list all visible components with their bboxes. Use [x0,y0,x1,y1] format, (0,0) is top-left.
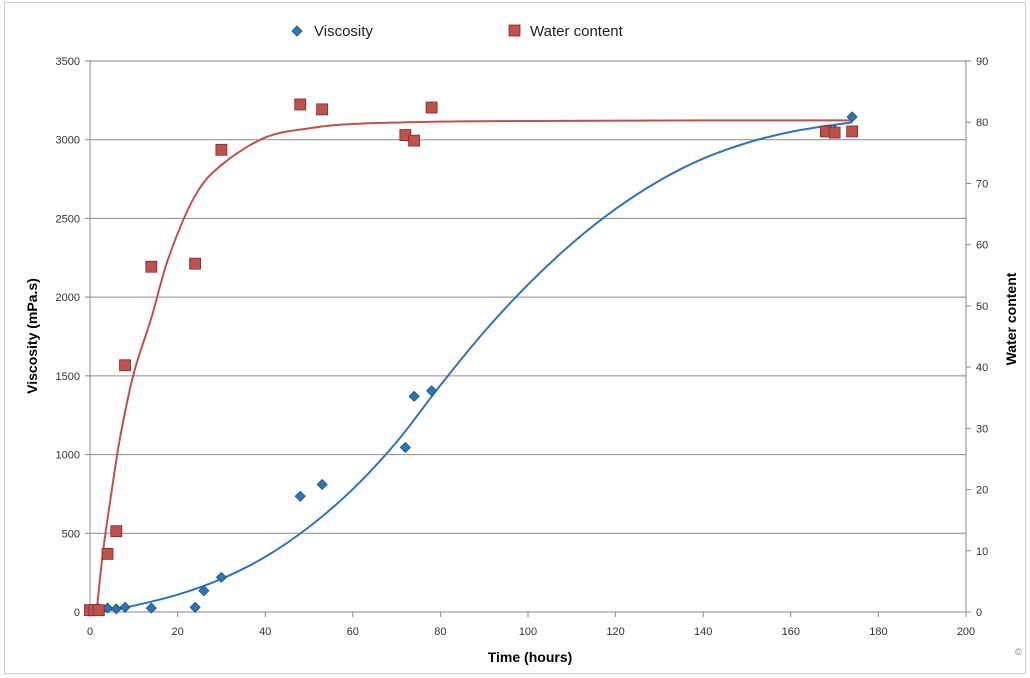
gridlines [85,60,971,617]
chart-frame [4,2,1026,674]
x-tick-label: 20 [171,626,183,638]
x-tick-label: 0 [87,626,93,638]
legend-water-marker [508,24,521,37]
y2-tick-label: 90 [976,56,988,68]
water-content-point [101,547,114,560]
y2-tick-label: 10 [976,546,988,558]
y2-tick-label: 0 [976,607,982,619]
viscosity-point [189,601,201,613]
viscosity-point [119,601,131,613]
water-content-point [828,126,841,139]
water-content-point [425,101,438,114]
data-points [84,98,859,617]
viscosity-point [426,385,438,397]
y2-axis-title: Water content [1003,272,1019,365]
y-tick-label: 3000 [56,135,80,147]
water-content-point [846,125,859,138]
water-content-point [145,260,158,273]
y2-tick-label: 40 [976,362,988,374]
viscosity-point [294,490,306,502]
water-content-point [215,143,228,156]
legend-water-label: Water content [530,23,624,40]
y-tick-label: 3500 [56,56,80,68]
x-axis-title: Time (hours) [488,649,573,665]
viscosity-point [846,111,858,123]
y2-tick-label: 50 [976,301,988,313]
legend-viscosity-marker [291,25,303,37]
viscosity-point [145,602,157,614]
viscosity-point [408,390,420,402]
viscosity-point [316,478,328,491]
x-tick-label: 100 [519,626,537,638]
trendlines [89,119,853,613]
legend: Viscosity Water content [291,23,624,40]
y-tick-label: 1000 [56,450,80,462]
y-tick-label: 500 [62,528,80,540]
x-tick-label: 40 [259,626,271,638]
x-tick-label: 160 [782,626,800,638]
y2-tick-label: 60 [976,240,988,252]
x-tick-label: 60 [347,626,359,638]
y-axis-title: Viscosity (mPa.s) [24,278,40,394]
y-tick-label: 1500 [56,371,80,383]
viscosity-trendline [89,121,853,613]
viscosity-point [215,571,227,583]
water-content-point [294,98,307,111]
x-tick-label: 80 [434,626,446,638]
water-content-point [316,103,329,116]
y-tick-label: 2500 [56,213,80,225]
water-content-point [92,604,105,617]
viscosity-point [198,585,210,597]
x-tick-label: 180 [869,626,887,638]
y-tick-label: 0 [74,607,80,619]
water-content-point [110,525,123,538]
y2-tick-label: 70 [976,178,988,190]
y2-tick-label: 80 [976,117,988,129]
tick-labels: 0500100015002000250030003500010203040506… [56,56,989,638]
water-content-point [119,359,131,372]
copyright-mark: © [1015,647,1022,657]
water-content-point [408,134,421,147]
y2-tick-label: 20 [976,485,988,497]
viscosity-point [399,441,411,454]
x-tick-label: 120 [606,626,624,638]
x-tick-label: 200 [957,626,975,638]
legend-viscosity-label: Viscosity [314,23,373,40]
water-trendline [95,119,853,613]
water-content-point [189,257,202,270]
x-tick-label: 140 [694,626,712,638]
y-tick-label: 2000 [56,292,80,304]
y2-tick-label: 30 [976,423,988,435]
